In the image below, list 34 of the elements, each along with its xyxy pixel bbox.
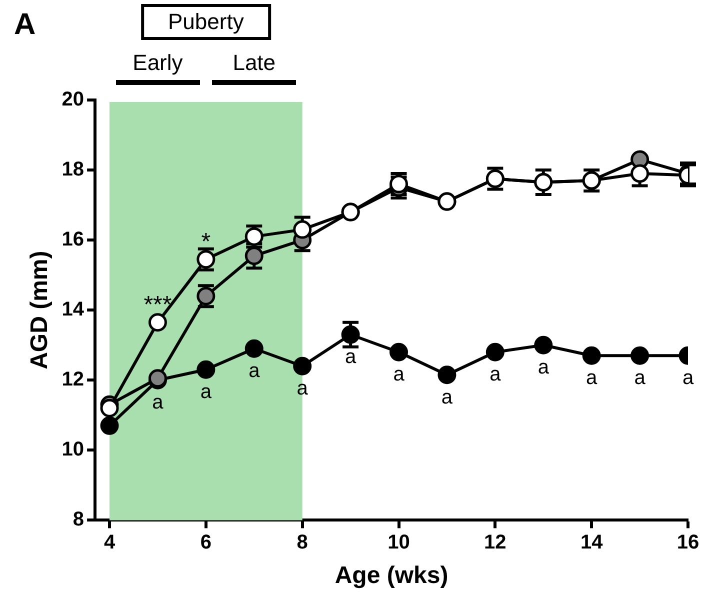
- annotation: a: [682, 367, 694, 390]
- annotation: a: [200, 381, 212, 404]
- x-tick-label: 4: [104, 532, 116, 554]
- text: Puberty: [141, 4, 271, 40]
- annotation: a: [490, 364, 502, 386]
- text: Early: [132, 50, 183, 76]
- annotation: a: [586, 367, 598, 390]
- y-tick-label: 20: [62, 88, 84, 111]
- x-tick-label: 8: [296, 532, 308, 554]
- annotation: a: [538, 356, 550, 379]
- x-tick-label: 12: [484, 532, 506, 554]
- text: Late: [232, 50, 276, 76]
- y-tick-label: 8: [72, 508, 84, 531]
- x-tick-label: 14: [580, 532, 604, 554]
- annotation: *: [201, 228, 211, 256]
- x-tick-label: 6: [200, 532, 212, 554]
- annotation: a: [344, 346, 357, 368]
- y-tick-label: 18: [62, 158, 84, 181]
- chart-title: A: [14, 8, 36, 42]
- annotation: ***: [144, 291, 172, 318]
- y-tick-label: 16: [62, 228, 84, 251]
- annotation: a: [248, 360, 261, 382]
- annotation: a: [296, 378, 309, 400]
- annotation: a: [634, 367, 646, 390]
- x-tick-label: 10: [388, 532, 410, 554]
- annotation: a: [152, 392, 164, 414]
- annotation: a: [393, 364, 406, 386]
- x-axis-title: Age (wks): [334, 562, 448, 590]
- y-axis-title: AGD (mm): [26, 250, 54, 370]
- y-tick-label: 10: [62, 438, 84, 461]
- y-tick-label: 12: [62, 368, 84, 391]
- y-tick-label: 14: [62, 298, 85, 321]
- annotation: a: [441, 386, 454, 408]
- x-tick-label: 16: [676, 532, 700, 554]
